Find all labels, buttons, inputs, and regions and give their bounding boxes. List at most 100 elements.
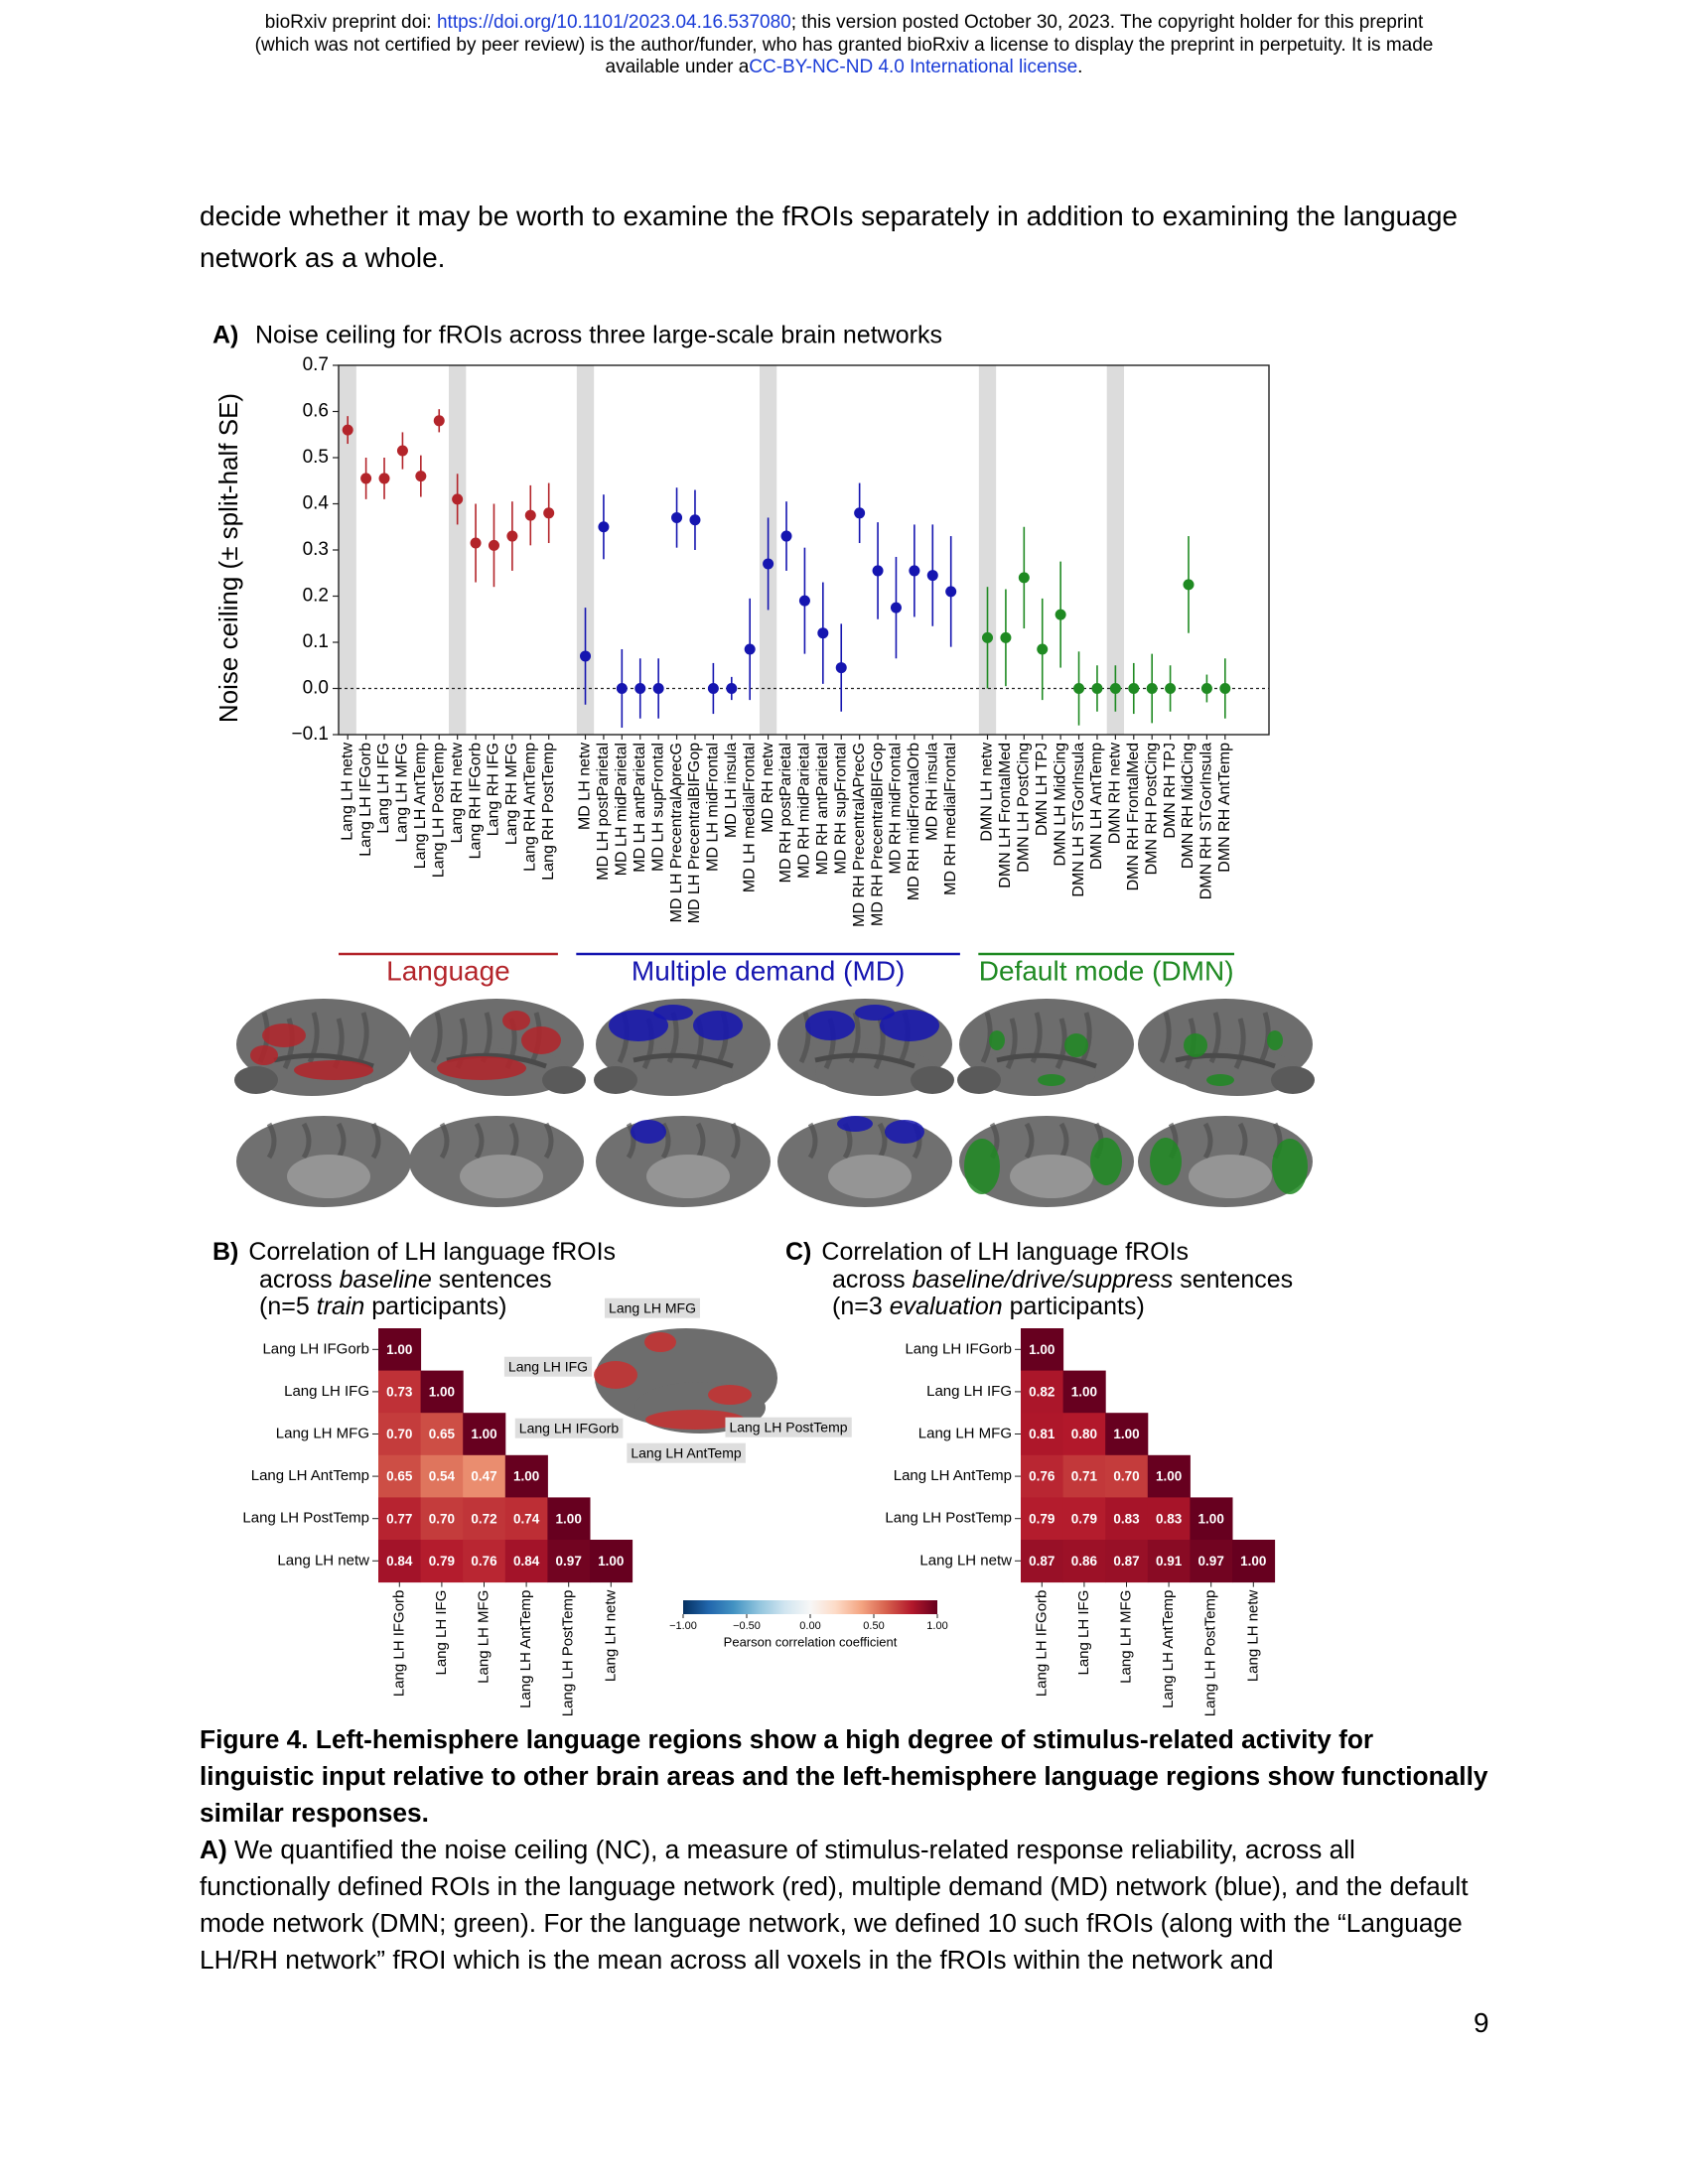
x-tick-label: DMN LH PostCing	[1016, 743, 1033, 873]
label-box	[503, 1356, 593, 1377]
heat-cell	[420, 1540, 464, 1583]
value-label: 0.84	[513, 1554, 540, 1569]
panel-title: C) Correlation of LH language fROIs across…	[785, 1238, 1293, 1321]
activation	[250, 1045, 278, 1065]
sulcus	[1175, 1052, 1276, 1069]
heat-cell	[590, 1540, 633, 1583]
highlight-band	[449, 365, 467, 735]
heat-cell	[504, 1540, 548, 1583]
point	[616, 683, 628, 694]
header-text: ; this version posted October 30, 2023. …	[790, 12, 1424, 33]
value-label: 0.47	[471, 1469, 496, 1484]
point	[415, 471, 427, 482]
sulcus	[336, 1122, 347, 1160]
y-tick-label: 0.7	[303, 354, 329, 375]
x-tick-label: MD RH midFrontalOrb	[906, 743, 922, 900]
sulcus	[1005, 1018, 1018, 1070]
highlight-band	[978, 365, 997, 735]
x-tick-label: MD RH antParietal	[814, 743, 831, 875]
group-label: Default mode (DMN)	[979, 955, 1234, 986]
y-tick-label: Lang LH netw	[277, 1552, 369, 1569]
colorbar-tick-label: −1.00	[669, 1620, 697, 1632]
x-tick-label: DMN LH AntTemp	[1088, 743, 1105, 870]
y-tick-label: Lang LH IFG	[926, 1383, 1012, 1400]
caption-label: A)	[200, 1835, 227, 1864]
heat-cell	[1062, 1540, 1106, 1583]
activation	[855, 1005, 895, 1021]
point	[671, 511, 683, 523]
brain-lateral	[409, 999, 586, 1096]
title-text: across	[832, 1265, 913, 1294]
x-tick-label: Lang LH netw	[1244, 1589, 1261, 1682]
activation	[989, 1030, 1005, 1050]
brain-medial	[236, 1116, 411, 1207]
point	[982, 631, 994, 643]
sulcus	[1024, 1122, 1035, 1160]
heat-cell	[547, 1497, 591, 1541]
doi-link[interactable]: https://doi.org/10.1101/2023.04.16.53708…	[436, 12, 791, 33]
title-text: evaluation	[889, 1293, 1003, 1320]
value-label: 0.74	[513, 1511, 540, 1526]
point	[872, 565, 884, 577]
activation	[885, 1120, 924, 1144]
x-tick-label: MD LH supFrontal	[649, 743, 666, 872]
midline	[828, 1155, 912, 1198]
title-line: across baseline sentences	[212, 1265, 616, 1295]
heat-cell	[1190, 1540, 1233, 1583]
heat-cell	[420, 1370, 464, 1414]
y-tick-label: Lang LH AntTemp	[894, 1467, 1012, 1484]
point	[598, 521, 610, 533]
title-line: C) Correlation of LH language fROIs	[785, 1238, 1293, 1267]
heat-cell	[378, 1540, 422, 1583]
x-tick-label: DMN RH FrontalMed	[1125, 743, 1142, 890]
caption: Figure 4. Left-hemisphere language regio…	[200, 1721, 1490, 1979]
plot-frame	[338, 364, 1270, 736]
point	[1091, 683, 1103, 694]
heat-cell	[504, 1497, 548, 1541]
header-line: (which was not certified by peer review)…	[254, 34, 1434, 56]
title-text: across	[259, 1265, 340, 1294]
point	[763, 558, 774, 570]
heat-cell	[463, 1497, 506, 1541]
point	[817, 627, 829, 639]
activation	[502, 1011, 530, 1030]
x-tick-label: MD LH PrecentralAprecG	[668, 743, 685, 922]
panel-label: A)	[212, 322, 238, 349]
label-box	[514, 1418, 624, 1438]
y-tick-label: 0.2	[303, 586, 329, 607]
value-label: 0.79	[429, 1554, 455, 1569]
x-tick-label: MD RH netw	[760, 743, 776, 833]
cortex	[815, 1048, 938, 1096]
header-text: bioRxiv preprint doi:	[264, 12, 437, 33]
caption-text: We quantified the noise ceiling (NC), a …	[200, 1835, 1469, 1975]
activation	[708, 1385, 752, 1405]
value-label: 0.97	[1198, 1554, 1224, 1569]
brain-medial	[596, 1116, 771, 1207]
header: bioRxiv preprint doi: https://doi.org/10…	[0, 12, 1688, 79]
activation	[1267, 1030, 1283, 1050]
x-tick-label: MD LH PrecentralBIFGop	[686, 743, 703, 923]
value-label: 0.70	[386, 1427, 412, 1441]
x-tick-label: Lang LH MFG	[394, 743, 411, 842]
value-label: 1.00	[1071, 1384, 1097, 1399]
x-tick-label: MD RH supFrontal	[832, 743, 849, 874]
value-label: 0.71	[1071, 1469, 1098, 1484]
sulcus	[370, 1122, 381, 1160]
x-tick-label: DMN LH netw	[979, 743, 996, 842]
activation	[262, 1024, 306, 1047]
heat-cell	[1147, 1497, 1191, 1541]
heat-cell	[1021, 1497, 1064, 1541]
value-label: 0.76	[1029, 1469, 1055, 1484]
x-tick-label: DMN RH AntTemp	[1216, 743, 1233, 873]
heat-cell	[420, 1497, 464, 1541]
license-link[interactable]: CC-BY-NC-ND 4.0 International license	[749, 57, 1078, 77]
value-label: 0.70	[1113, 1469, 1139, 1484]
cortex	[1176, 1048, 1299, 1096]
cerebellum	[957, 1066, 1001, 1094]
heat-cell	[420, 1413, 464, 1456]
sulcus	[1159, 1012, 1172, 1064]
x-tick-label: DMN RH MidCing	[1180, 743, 1196, 869]
heat-cell	[1105, 1454, 1149, 1498]
heat-cell	[1062, 1370, 1106, 1414]
heat-cell	[1062, 1497, 1106, 1541]
